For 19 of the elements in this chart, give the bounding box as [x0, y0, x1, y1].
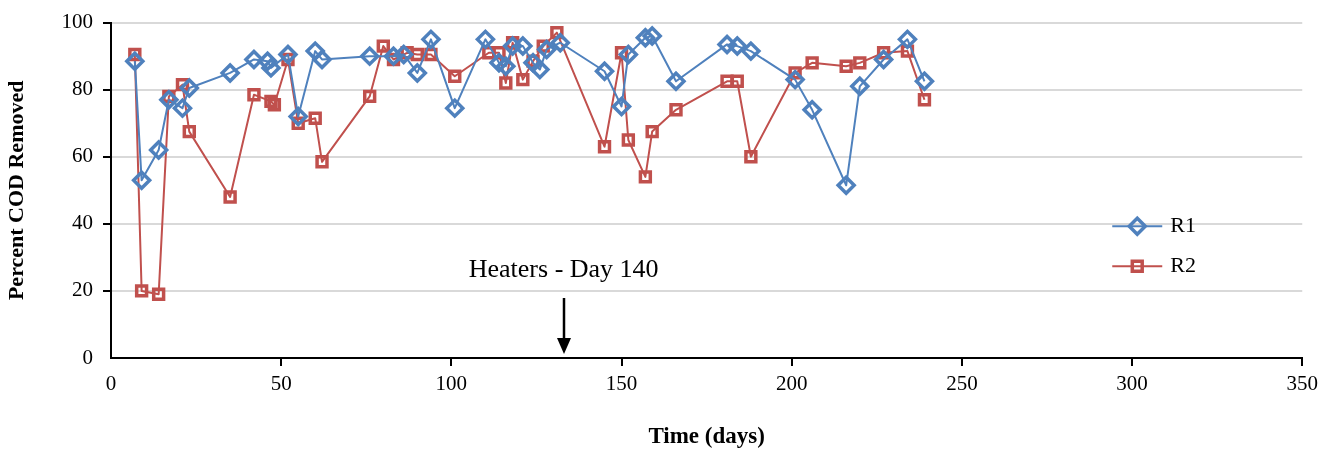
x-tick-label: 100: [435, 371, 468, 396]
y-tick-label: 100: [61, 9, 93, 34]
legend-label: R2: [1170, 252, 1196, 278]
x-axis-title: Time (days): [648, 423, 765, 449]
y-tick-label: 20: [72, 277, 93, 302]
x-tick-label: 300: [1116, 371, 1148, 396]
y-tick-label: 60: [72, 143, 93, 168]
x-tick-label: 0: [105, 371, 117, 396]
y-tick-label: 0: [82, 344, 93, 369]
x-tick-label: 50: [270, 371, 292, 396]
x-tick-label: 150: [605, 371, 638, 396]
x-tick-label: 350: [1286, 371, 1318, 396]
annotation: Heaters - Day 140: [468, 254, 659, 283]
legend-label: R1: [1170, 212, 1196, 238]
y-tick-label: 40: [72, 210, 93, 235]
y-tick-label: 80: [72, 76, 93, 101]
x-tick-label: 250: [946, 371, 978, 396]
y-axis-title: Percent COD Removed: [2, 80, 28, 301]
x-tick-label: 200: [775, 371, 808, 396]
